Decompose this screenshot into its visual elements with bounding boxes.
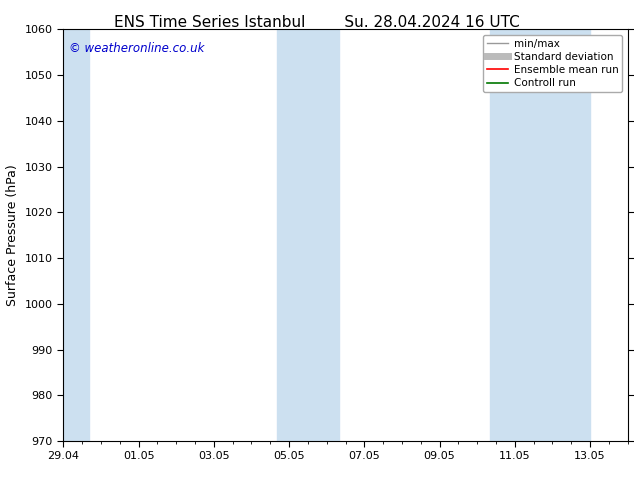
Text: ENS Time Series Istanbul        Su. 28.04.2024 16 UTC: ENS Time Series Istanbul Su. 28.04.2024 … (114, 15, 520, 30)
Bar (489, 29, 590, 441)
Y-axis label: Surface Pressure (hPa): Surface Pressure (hPa) (6, 164, 19, 306)
Legend: min/max, Standard deviation, Ensemble mean run, Controll run: min/max, Standard deviation, Ensemble me… (483, 35, 623, 92)
Bar (63, 29, 89, 441)
Bar (276, 29, 339, 441)
Text: © weatheronline.co.uk: © weatheronline.co.uk (69, 42, 204, 55)
